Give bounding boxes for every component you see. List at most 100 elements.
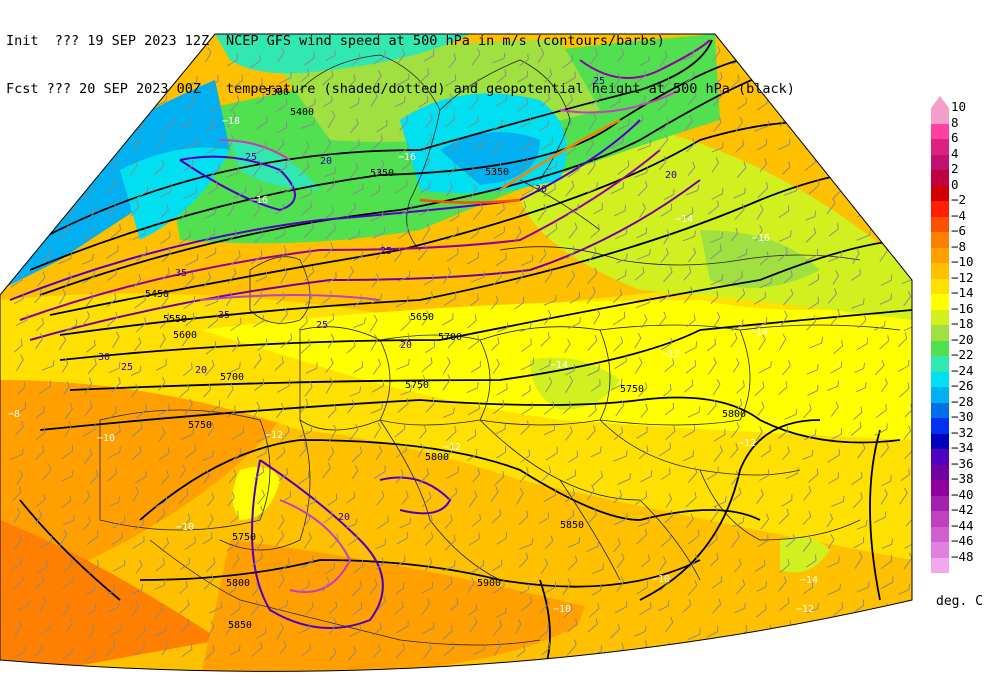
wind-barb xyxy=(905,510,912,527)
wind-barb xyxy=(467,402,480,416)
wind-barb xyxy=(398,226,409,240)
wind-barb xyxy=(425,291,434,305)
label-wind-25: 25 xyxy=(316,320,328,331)
wind-barb xyxy=(230,317,242,331)
wind-barb xyxy=(61,187,76,200)
legend-swatch xyxy=(931,108,949,124)
map-frame xyxy=(0,33,913,672)
wind-barb xyxy=(803,485,812,501)
wind-barb xyxy=(280,182,294,195)
wind-barb xyxy=(447,334,456,349)
wind-barb xyxy=(179,230,191,245)
wind-barb xyxy=(279,71,292,84)
wind-barb xyxy=(687,529,700,545)
wind-barb xyxy=(180,206,188,221)
wind-barb xyxy=(569,291,580,304)
wind-barb xyxy=(207,400,220,414)
wind-barb xyxy=(543,183,556,197)
wind-barb xyxy=(250,600,259,616)
wind-barb xyxy=(276,98,288,112)
wind-barb xyxy=(736,288,746,303)
wind-barb xyxy=(370,334,378,351)
wind-barb xyxy=(14,402,26,416)
wind-barb xyxy=(687,90,697,105)
wind-barb xyxy=(35,160,46,174)
wind-barb xyxy=(828,223,839,237)
wind-barb xyxy=(614,600,628,614)
legend-swatch xyxy=(931,185,949,201)
wind-barb xyxy=(423,49,435,62)
wind-barb xyxy=(470,360,481,373)
wind-barb xyxy=(63,558,73,573)
wind-barb xyxy=(324,206,334,220)
wind-barb xyxy=(736,380,745,394)
wind-barb xyxy=(782,446,790,460)
wind-barb xyxy=(156,508,166,523)
wind-barb xyxy=(496,446,507,459)
wind-barb xyxy=(758,360,772,374)
wind-barb xyxy=(613,538,621,553)
wind-barb xyxy=(587,484,595,501)
wind-barb xyxy=(713,89,723,107)
wind-barb xyxy=(376,159,385,177)
wind-barb xyxy=(226,405,236,418)
wind-barb xyxy=(160,292,169,309)
legend-item: −40 xyxy=(931,487,991,511)
wind-barb xyxy=(471,513,481,527)
wind-barb xyxy=(904,135,912,152)
wind-barb xyxy=(65,154,73,171)
wind-barb xyxy=(563,94,573,111)
wind-barb xyxy=(685,360,697,374)
wind-barb xyxy=(16,470,24,485)
wind-barb xyxy=(805,70,816,87)
wind-barb xyxy=(41,360,55,371)
wind-barb xyxy=(305,291,313,306)
wind-barb xyxy=(897,332,908,348)
wind-barb xyxy=(830,308,840,325)
wind-barb xyxy=(325,377,334,394)
wind-barb xyxy=(322,313,334,328)
wind-barb xyxy=(731,319,744,331)
wind-barb xyxy=(300,69,310,83)
wind-barb xyxy=(562,400,572,414)
wind-barb xyxy=(372,134,383,150)
wind-barb xyxy=(587,159,596,176)
wind-barb xyxy=(852,52,861,68)
wind-barb xyxy=(83,649,96,662)
wind-barb xyxy=(82,228,94,241)
wind-barb xyxy=(538,625,549,639)
wind-barb xyxy=(136,403,148,419)
wind-barb xyxy=(808,179,820,195)
wind-barb xyxy=(159,312,171,329)
wind-barb xyxy=(421,621,435,635)
wind-barb xyxy=(106,311,118,327)
wind-barb xyxy=(276,121,288,134)
wind-barb xyxy=(442,444,454,461)
legend-max-arrow xyxy=(931,96,949,108)
label-5850: 5850 xyxy=(560,520,584,531)
wind-barb xyxy=(637,180,648,197)
wind-barb xyxy=(490,295,499,310)
wind-barb xyxy=(665,493,673,508)
wind-barb xyxy=(856,229,871,241)
wind-barb xyxy=(543,294,557,306)
wind-barb xyxy=(445,181,454,197)
label-temp: −12 xyxy=(796,604,814,615)
wind-barb xyxy=(130,159,138,176)
wind-barb xyxy=(182,362,193,376)
wind-barb xyxy=(349,424,359,441)
wind-barb xyxy=(880,576,894,590)
wind-barb xyxy=(425,340,435,353)
legend-item: −14 xyxy=(931,286,991,310)
wind-barb xyxy=(467,448,478,461)
wind-barb xyxy=(208,182,218,195)
wind-barb xyxy=(274,203,284,215)
wind-barb xyxy=(634,357,643,374)
wind-barb xyxy=(468,490,478,508)
wind-barb xyxy=(544,68,553,83)
label-5800: 5800 xyxy=(425,452,449,463)
label-wind-20: 20 xyxy=(320,156,332,167)
wind-barb xyxy=(230,510,239,524)
wind-barb xyxy=(353,317,366,328)
wind-barb xyxy=(442,374,451,391)
